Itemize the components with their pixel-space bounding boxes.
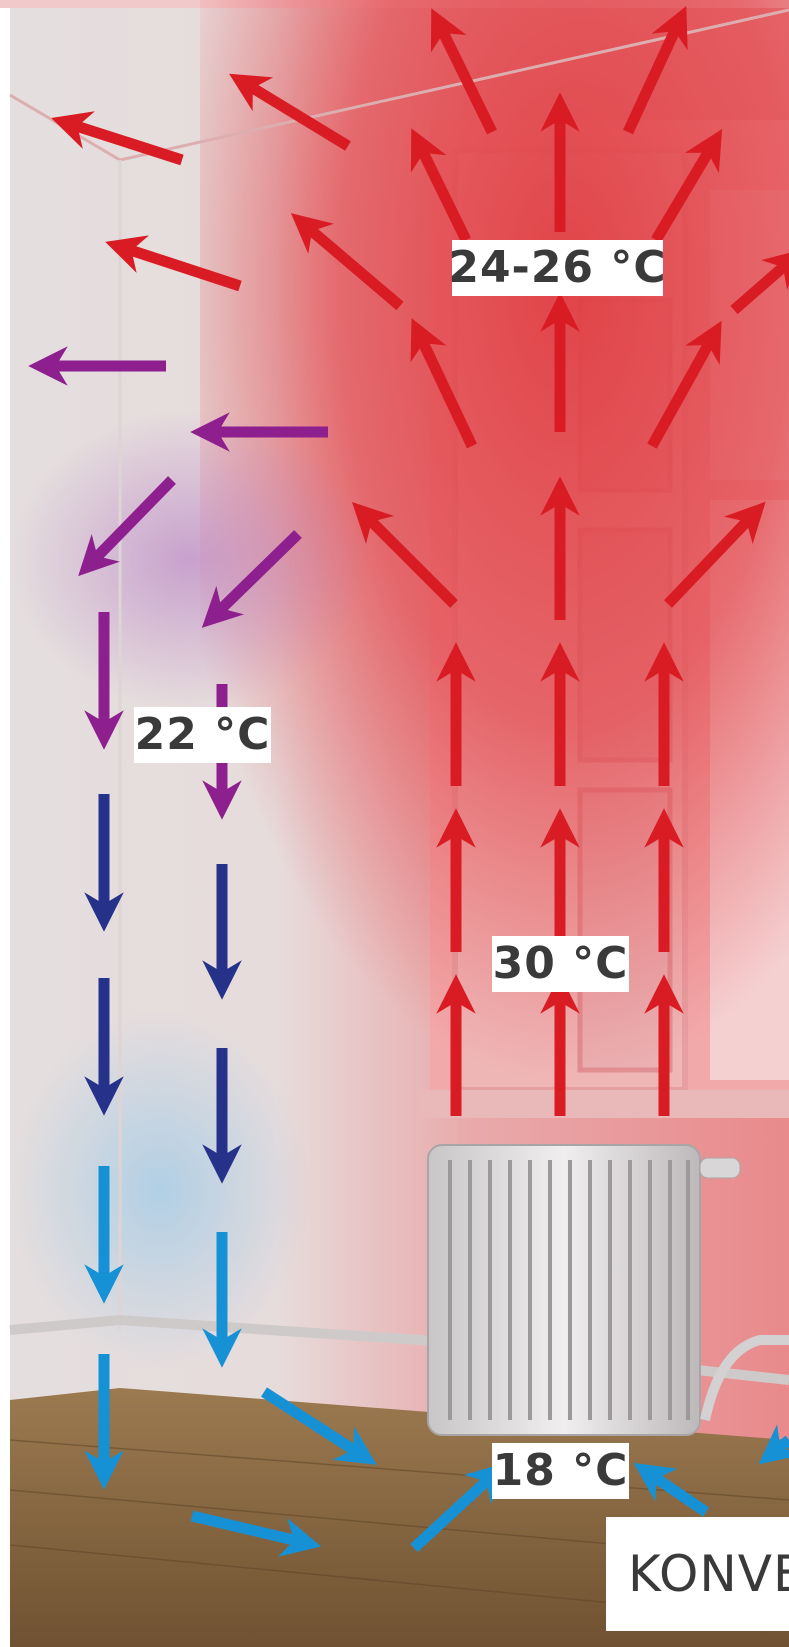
arrow-icon <box>201 530 302 628</box>
arrow-icon <box>430 8 497 135</box>
cold-arrows <box>84 1166 789 1557</box>
arrow-icon <box>229 73 351 151</box>
caption-label: KONVE <box>606 1517 789 1631</box>
mid-arrows <box>28 346 328 820</box>
arrow-icon <box>730 248 789 315</box>
arrow-icon <box>410 1462 507 1553</box>
arrow-icon <box>261 1387 377 1465</box>
arrow-icon <box>410 318 477 449</box>
arrow-icon <box>647 320 722 449</box>
floor-temperature-label: 18 °C <box>492 1443 629 1499</box>
arrow-icon <box>651 128 723 243</box>
arrow-icon <box>290 213 404 311</box>
cool-arrows <box>84 794 242 1184</box>
radiator-temperature-label: 30 °C <box>492 936 629 992</box>
arrow-icon <box>410 128 471 243</box>
wall-temperature-label: 22 °C <box>134 707 271 763</box>
purple-haze <box>10 410 370 710</box>
arrow-icon <box>633 1462 710 1517</box>
arrow-icon <box>51 111 184 166</box>
arrow-icon <box>78 476 176 577</box>
left-margin <box>0 8 10 1647</box>
ceiling-temperature-label: 24-26 °C <box>448 240 666 296</box>
arrow-icon <box>623 6 688 135</box>
hot-arrows <box>51 6 789 1116</box>
arrow-icon <box>105 235 242 292</box>
blue-haze <box>10 1010 310 1370</box>
arrow-icon <box>758 1424 789 1465</box>
arrow-icon <box>190 1510 322 1557</box>
radiator-icon <box>427 1144 789 1436</box>
arrow-icon <box>664 501 766 608</box>
arrow-icon <box>351 501 458 608</box>
